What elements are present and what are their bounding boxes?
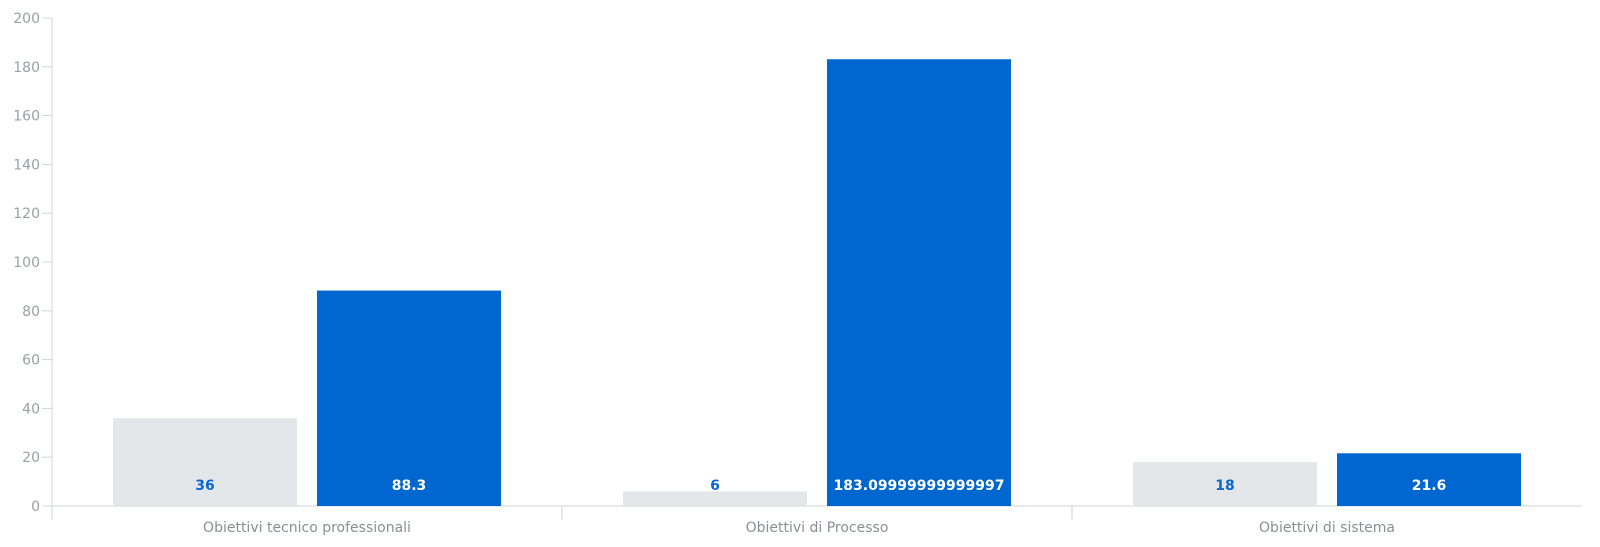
data-label: 21.6 bbox=[1412, 478, 1447, 494]
y-tick-label: 160 bbox=[13, 109, 40, 125]
bar-series-1[interactable] bbox=[1133, 462, 1317, 506]
y-tick-label: 20 bbox=[22, 450, 40, 466]
y-tick-label: 40 bbox=[22, 401, 40, 417]
data-label: 36 bbox=[195, 478, 214, 494]
y-tick-label: 120 bbox=[13, 206, 40, 222]
data-label: 18 bbox=[1215, 478, 1234, 494]
data-label: 183.09999999999997 bbox=[834, 478, 1005, 494]
x-category-label: Obiettivi di Processo bbox=[746, 520, 889, 536]
y-tick-label: 200 bbox=[13, 11, 40, 27]
y-tick-label: 100 bbox=[13, 255, 40, 271]
data-label: 6 bbox=[710, 478, 720, 494]
x-category-label: Obiettivi di sistema bbox=[1259, 520, 1395, 536]
x-category-label: Obiettivi tecnico professionali bbox=[203, 520, 411, 536]
y-tick-label: 140 bbox=[13, 157, 40, 173]
bars bbox=[113, 59, 1521, 507]
y-tick-label: 80 bbox=[22, 304, 40, 320]
bar-series-1[interactable] bbox=[113, 418, 297, 506]
y-axis: 0 20 40 60 80 100 120 140 160 180 200 bbox=[13, 11, 53, 515]
y-tick-label: 60 bbox=[22, 353, 40, 369]
data-label: 88.3 bbox=[392, 478, 427, 494]
y-tick-label: 0 bbox=[31, 499, 40, 515]
x-axis: Obiettivi tecnico professionali Obiettivi… bbox=[51, 505, 1582, 536]
data-labels: 36 6 18 88.3 183.09999999999997 21.6 bbox=[195, 478, 1446, 494]
bar-series-2[interactable] bbox=[1337, 453, 1521, 506]
bar-series-1[interactable] bbox=[623, 491, 807, 506]
y-tick-label: 180 bbox=[13, 60, 40, 76]
bar-series-2[interactable] bbox=[827, 59, 1011, 507]
bar-series-2[interactable] bbox=[317, 290, 501, 506]
